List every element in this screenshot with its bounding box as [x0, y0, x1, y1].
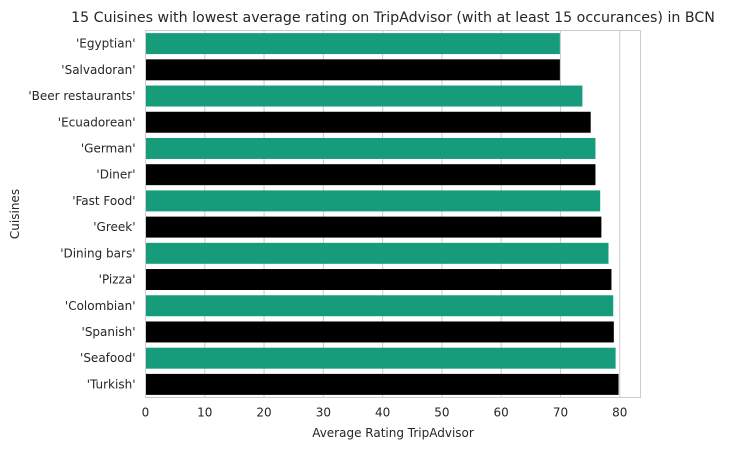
x-axis-label: Average Rating TripAdvisor	[312, 426, 474, 440]
y-tick-label-7: 'Greek'	[93, 220, 135, 234]
y-tick-label-1: 'Salvadoran'	[61, 63, 135, 77]
bar-10	[145, 295, 614, 317]
x-tick-label-5: 50	[434, 406, 449, 420]
bar-12	[145, 347, 616, 369]
bar-4	[145, 137, 596, 159]
y-tick-label-8: 'Dining bars'	[60, 246, 135, 260]
y-tick-label-9: 'Pizza'	[99, 273, 136, 287]
x-tick-label-4: 40	[375, 406, 390, 420]
y-tick-label-2: 'Beer restaurants'	[28, 89, 135, 103]
y-tick-label-5: 'Diner'	[96, 168, 135, 182]
x-tick-label-2: 20	[256, 406, 271, 420]
bars	[145, 33, 619, 395]
y-tick-labels: 'Egyptian' 'Salvadoran' 'Beer restaurants'…	[28, 37, 135, 392]
plot-border	[145, 30, 641, 398]
y-tick-label-10: 'Colombian'	[65, 299, 136, 313]
x-tick-label-0: 0	[142, 406, 150, 420]
bar-2	[145, 85, 583, 107]
x-tick-labels: 0 10 20 30 40 50 60 70 80	[142, 406, 628, 420]
bar-8	[145, 242, 609, 264]
y-tick-label-3: 'Ecuadorean'	[58, 115, 136, 129]
y-tick-label-13: 'Turkish'	[87, 377, 136, 391]
bar-0	[145, 33, 560, 55]
chart-title: 15 Cuisines with lowest average rating o…	[71, 10, 715, 26]
y-tick-label-12: 'Seafood'	[80, 351, 135, 365]
y-axis-label: Cuisines	[8, 189, 22, 239]
x-tick-label-1: 10	[197, 406, 212, 420]
bar-7	[145, 216, 602, 238]
x-tick-label-8: 80	[612, 406, 627, 420]
bar-9	[145, 269, 612, 291]
x-tick-label-3: 30	[316, 406, 331, 420]
bar-6	[145, 190, 601, 212]
x-tick-label-6: 60	[494, 406, 509, 420]
bar-13	[145, 373, 619, 395]
y-tick-label-4: 'German'	[81, 141, 136, 155]
y-tick-label-6: 'Fast Food'	[72, 194, 135, 208]
y-tick-label-11: 'Spanish'	[82, 325, 136, 339]
y-tick-label-0: 'Egyptian'	[76, 37, 136, 51]
bar-11	[145, 321, 614, 343]
bar-5	[145, 164, 596, 186]
x-tick-label-7: 70	[553, 406, 568, 420]
bar-1	[145, 59, 560, 81]
bar-3	[145, 111, 591, 133]
